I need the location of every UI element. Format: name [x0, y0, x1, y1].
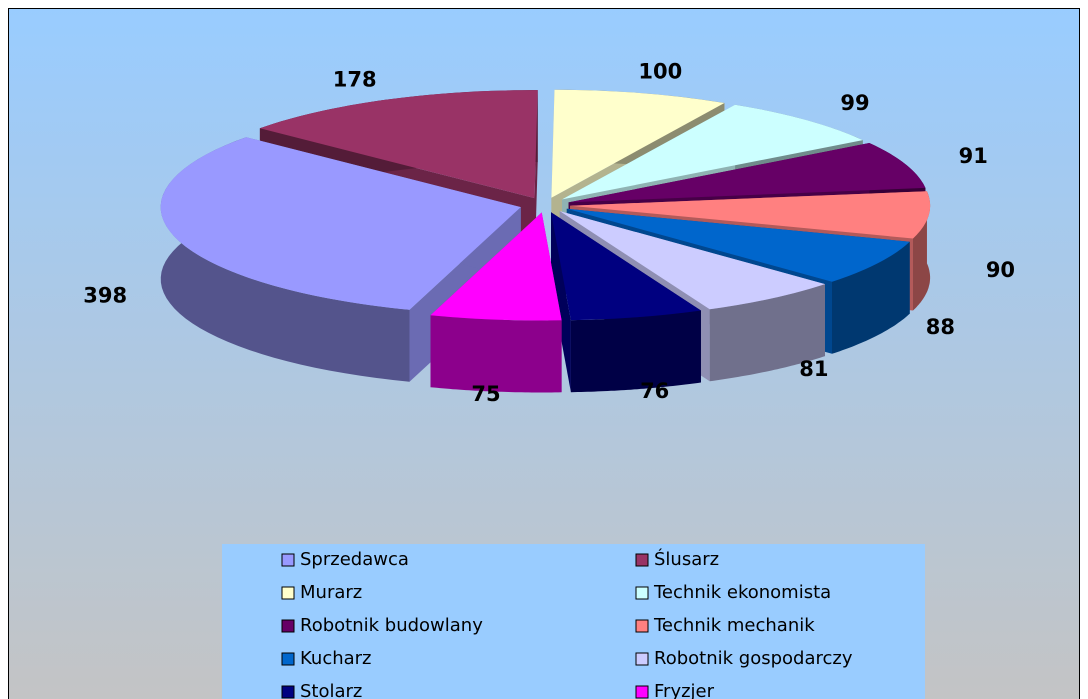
slice-top	[559, 211, 825, 310]
slice	[551, 212, 701, 393]
slice-top	[551, 89, 725, 198]
legend-marker	[281, 553, 295, 567]
legend-marker	[281, 652, 295, 666]
data-label: 100	[638, 59, 682, 83]
legend-label: Robotnik gospodarczy	[654, 648, 853, 669]
legend-label: Ślusarz	[654, 548, 719, 570]
data-label: 99	[840, 91, 869, 115]
data-label: 398	[83, 283, 127, 307]
legend-box	[222, 544, 925, 699]
data-label: 75	[471, 382, 500, 406]
data-label: 91	[959, 144, 988, 168]
pie	[160, 89, 931, 393]
legend-marker	[635, 586, 649, 600]
legend-marker	[635, 652, 649, 666]
legend-label: Kucharz	[300, 648, 372, 669]
slice-side	[913, 191, 931, 311]
slice-top	[570, 191, 931, 239]
legend-label: Murarz	[300, 582, 362, 603]
data-label: 178	[333, 67, 377, 91]
legend-marker	[635, 553, 649, 567]
slice-top	[562, 104, 863, 200]
legend-label: Robotnik budowlany	[300, 615, 483, 636]
slice-side	[570, 310, 701, 393]
slice-top	[566, 208, 910, 282]
legend-label: Fryzjer	[654, 681, 715, 699]
legend-marker	[281, 619, 295, 633]
legend-label: Sprzedawca	[300, 549, 409, 570]
legend-marker	[635, 619, 649, 633]
slice-top	[160, 137, 521, 310]
slice-wall	[551, 212, 571, 393]
slice-side	[832, 241, 910, 354]
slice-top	[568, 143, 926, 203]
data-label: 88	[926, 315, 955, 339]
legend-label: Technik mechanik	[653, 615, 815, 636]
data-label: 90	[986, 258, 1015, 282]
slice	[430, 212, 562, 393]
legend-label: Stolarz	[300, 681, 362, 699]
slice-side	[709, 284, 825, 382]
legend-marker	[281, 586, 295, 600]
slice-side	[430, 315, 562, 393]
slice-top	[551, 212, 701, 321]
data-label: 81	[799, 357, 828, 381]
legend-label: Technik ekonomista	[653, 582, 831, 603]
data-label: 76	[640, 379, 669, 403]
slice-top	[259, 90, 538, 199]
legend-marker	[635, 685, 649, 699]
slice-top	[430, 212, 562, 321]
legend-marker	[281, 685, 295, 699]
